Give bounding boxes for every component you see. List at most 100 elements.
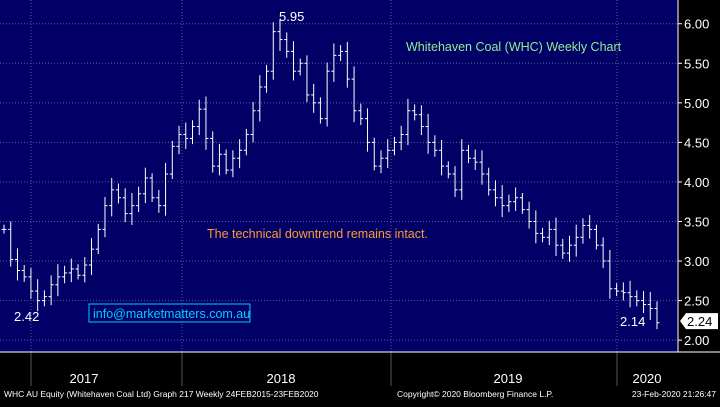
ohlc-bar bbox=[573, 224, 579, 257]
ohlc-bar bbox=[486, 167, 492, 196]
ohlc-bar bbox=[472, 149, 478, 170]
ohlc-bar bbox=[82, 257, 88, 283]
ohlc-bar bbox=[385, 139, 391, 169]
x-axis-panel bbox=[0, 352, 720, 386]
ohlc-bar bbox=[331, 43, 337, 82]
price-bars bbox=[1, 18, 660, 330]
ohlc-bar bbox=[560, 238, 566, 259]
ohlc-bar bbox=[338, 45, 344, 62]
ohlc-bar bbox=[75, 264, 81, 280]
ohlc-bar bbox=[297, 58, 303, 76]
ohlc-bar bbox=[163, 162, 169, 216]
low-label-right: 2.14 bbox=[620, 314, 645, 329]
ohlc-bar bbox=[284, 32, 290, 58]
ohlc-bar bbox=[553, 217, 559, 256]
ohlc-bar bbox=[317, 97, 323, 124]
ohlc-bar bbox=[48, 275, 54, 306]
ohlc-bar bbox=[506, 194, 512, 213]
y-tick-label: 5.00 bbox=[684, 96, 709, 111]
ohlc-bar bbox=[445, 161, 451, 179]
ohlc-bar bbox=[95, 223, 101, 255]
ohlc-bar bbox=[627, 280, 633, 308]
ohlc-bar bbox=[412, 104, 418, 121]
y-tick-label: 6.00 bbox=[684, 17, 709, 32]
low-label-left: 2.42 bbox=[14, 309, 39, 324]
ohlc-bar bbox=[216, 143, 222, 176]
ohlc-bar bbox=[587, 215, 593, 239]
ohlc-bar bbox=[264, 64, 270, 93]
ohlc-bar bbox=[68, 258, 74, 283]
ohlc-bar bbox=[196, 99, 202, 136]
ohlc-bar bbox=[277, 18, 283, 51]
ohlc-bar bbox=[243, 128, 249, 156]
ohlc-bar bbox=[351, 66, 357, 123]
ohlc-bar bbox=[270, 22, 276, 80]
y-tick-label: 3.00 bbox=[684, 254, 709, 269]
ohlc-bar bbox=[593, 224, 599, 250]
ohlc-bar bbox=[189, 120, 195, 145]
ohlc-bar bbox=[21, 264, 27, 282]
ohlc-bar bbox=[580, 218, 586, 244]
ohlc-bar bbox=[365, 108, 371, 152]
ohlc-bar bbox=[405, 98, 411, 146]
ohlc-bar bbox=[8, 221, 14, 267]
ohlc-bar bbox=[600, 237, 606, 269]
x-tick-label: 2017 bbox=[70, 371, 99, 386]
y-tick-label: 5.50 bbox=[684, 56, 709, 71]
y-tick-label: 4.50 bbox=[684, 135, 709, 150]
ohlc-bar bbox=[14, 248, 20, 281]
ohlc-bar bbox=[513, 187, 519, 211]
ohlc-bar bbox=[499, 185, 505, 218]
ohlc-bar bbox=[223, 149, 229, 175]
ohlc-bar bbox=[654, 301, 660, 330]
ohlc-bar bbox=[149, 173, 155, 203]
footer-copyright: Copyright© 2020 Bloomberg Finance L.P. bbox=[397, 389, 553, 399]
ohlc-bar bbox=[566, 235, 572, 262]
gridlines bbox=[0, 0, 678, 352]
ohlc-bar bbox=[176, 125, 182, 155]
ohlc-bar bbox=[142, 167, 148, 204]
ohlc-bar bbox=[55, 264, 61, 297]
y-tick-label: 3.50 bbox=[684, 214, 709, 229]
ohlc-bar bbox=[425, 113, 431, 154]
ohlc-bar bbox=[28, 268, 34, 299]
ohlc-bar bbox=[35, 279, 41, 312]
ohlc-bar bbox=[1, 224, 7, 234]
ohlc-bar bbox=[304, 55, 310, 103]
ohlc-bar bbox=[290, 41, 296, 81]
ohlc-bar bbox=[122, 188, 128, 223]
x-tick-label: 2018 bbox=[267, 371, 296, 386]
ohlc-bar bbox=[634, 290, 640, 307]
last-price-label: 2.24 bbox=[687, 314, 712, 329]
ohlc-bar bbox=[391, 136, 397, 156]
ohlc-bar bbox=[210, 131, 216, 173]
ohlc-bar bbox=[459, 139, 465, 200]
ohlc-bar bbox=[156, 189, 162, 213]
ohlc-bar bbox=[452, 166, 458, 197]
y-tick-label: 4.00 bbox=[684, 175, 709, 190]
ohlc-bar bbox=[546, 220, 552, 246]
ohlc-bar bbox=[237, 139, 243, 169]
ohlc-bar bbox=[250, 102, 256, 143]
ohlc-bar bbox=[41, 290, 47, 307]
ohlc-bar bbox=[344, 41, 350, 88]
ohlc-bar bbox=[647, 291, 653, 320]
ohlc-bar bbox=[136, 186, 142, 213]
last-price-marker bbox=[680, 313, 718, 330]
ohlc-bar bbox=[102, 196, 108, 238]
ohlc-bar bbox=[492, 180, 498, 207]
ohlc-bar bbox=[439, 140, 445, 176]
ohlc-bar bbox=[418, 105, 424, 136]
ohlc-bar bbox=[432, 135, 438, 157]
contact-email[interactable]: info@marketmatters.com.au bbox=[93, 307, 250, 321]
ohlc-bar bbox=[533, 210, 539, 244]
high-label: 5.95 bbox=[279, 9, 304, 24]
ohlc-bar bbox=[614, 283, 620, 297]
y-axis-panel bbox=[678, 0, 720, 352]
ohlc-bar bbox=[311, 83, 317, 113]
annotation-text: The technical downtrend remains intact. bbox=[207, 227, 428, 241]
ohlc-bar bbox=[358, 103, 364, 126]
ohlc-bar bbox=[89, 238, 95, 275]
